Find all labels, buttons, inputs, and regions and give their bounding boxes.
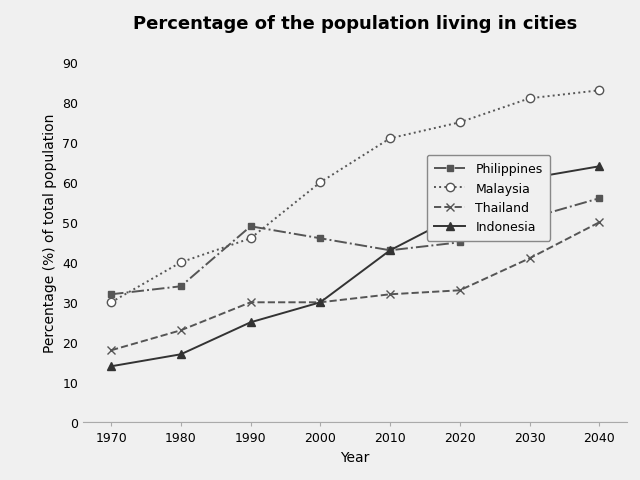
Philippines (177, 284, 185, 289)
Thailand (177, 328, 185, 334)
Indonesia (247, 320, 255, 325)
Indonesia (525, 176, 533, 182)
Thailand (525, 256, 533, 262)
Malaysia (247, 236, 255, 241)
Malaysia (108, 300, 115, 306)
Philippines (317, 236, 324, 241)
Line: Thailand: Thailand (107, 219, 604, 355)
Indonesia (456, 212, 463, 218)
Malaysia (177, 260, 185, 265)
Thailand (595, 220, 603, 226)
Line: Malaysia: Malaysia (107, 87, 604, 307)
Indonesia (386, 248, 394, 253)
Thailand (456, 288, 463, 294)
Philippines (456, 240, 463, 246)
Malaysia (386, 136, 394, 142)
Philippines (247, 224, 255, 230)
Malaysia (456, 120, 463, 126)
Philippines (386, 248, 394, 253)
Line: Philippines: Philippines (108, 195, 603, 298)
Malaysia (595, 88, 603, 94)
Malaysia (317, 180, 324, 186)
Philippines (595, 196, 603, 202)
Indonesia (177, 352, 185, 358)
Thailand (108, 348, 115, 353)
Indonesia (595, 164, 603, 170)
Malaysia (525, 96, 533, 102)
Thailand (386, 292, 394, 298)
Thailand (247, 300, 255, 306)
Thailand (317, 300, 324, 306)
Philippines (108, 292, 115, 298)
Title: Percentage of the population living in cities: Percentage of the population living in c… (133, 15, 577, 33)
Indonesia (317, 300, 324, 306)
Line: Indonesia: Indonesia (107, 163, 604, 371)
Legend: Philippines, Malaysia, Thailand, Indonesia: Philippines, Malaysia, Thailand, Indones… (427, 156, 550, 241)
Y-axis label: Percentage (%) of total population: Percentage (%) of total population (43, 113, 57, 352)
X-axis label: Year: Year (340, 450, 370, 464)
Indonesia (108, 364, 115, 370)
Philippines (525, 216, 533, 222)
